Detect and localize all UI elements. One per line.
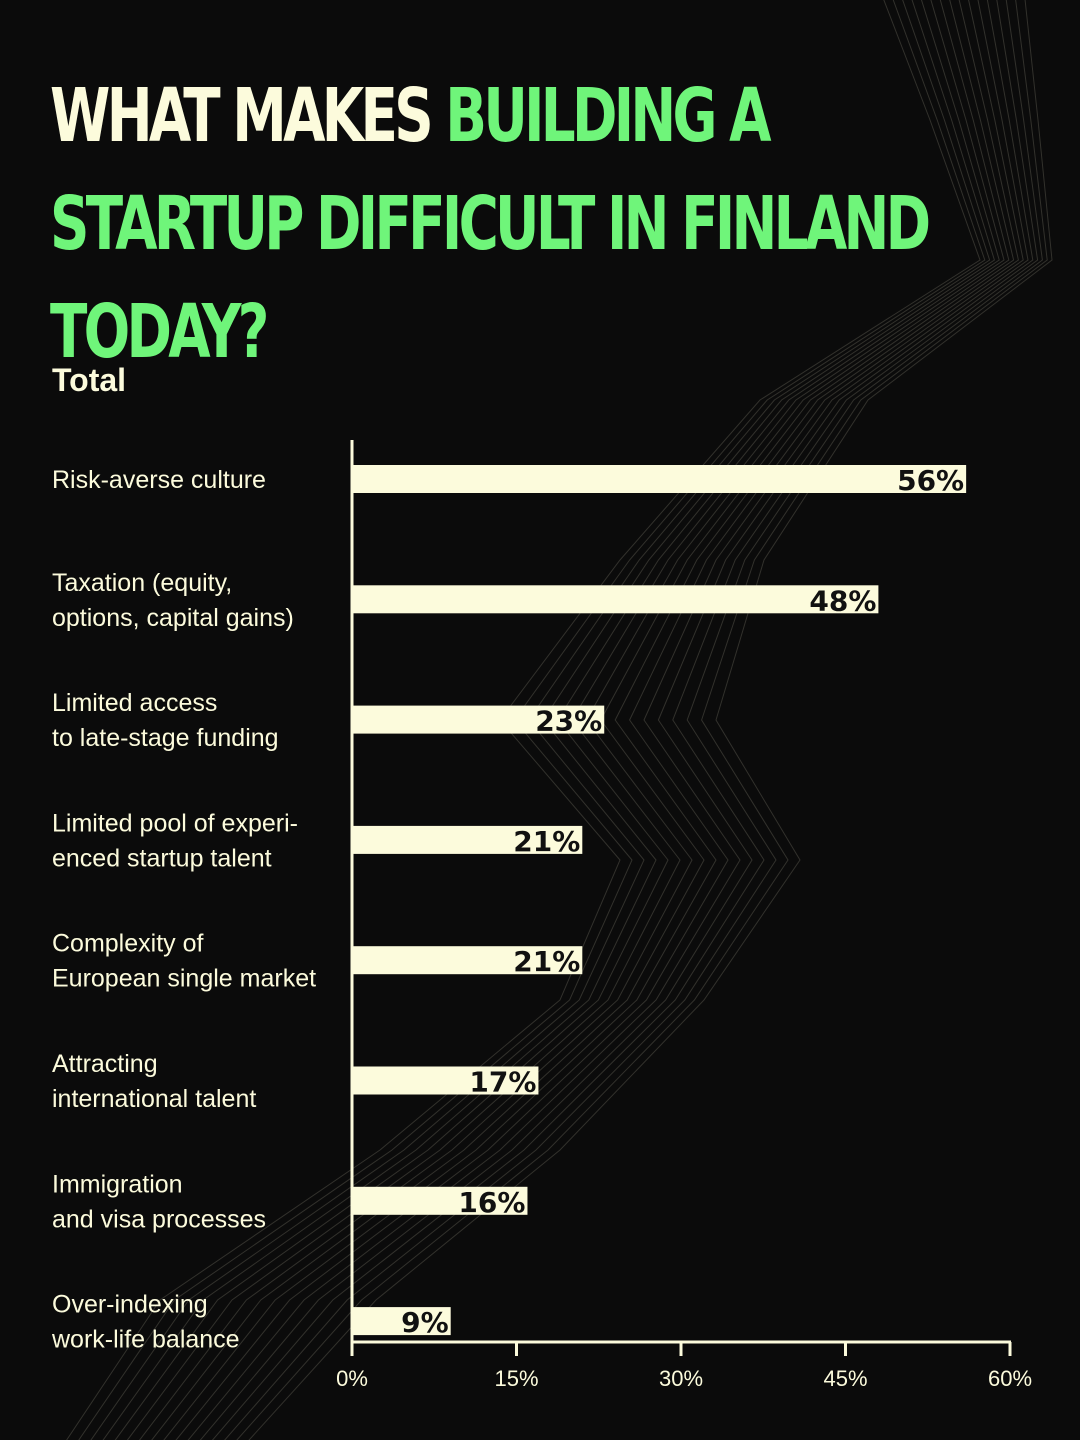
category-label: Immigration bbox=[52, 1170, 183, 1198]
category-label: European single market bbox=[52, 965, 316, 993]
category-label: enced startup talent bbox=[52, 844, 272, 872]
bar-value-label: 21% bbox=[513, 825, 580, 858]
bar bbox=[352, 705, 605, 734]
title-part-1: WHAT MAKES bbox=[50, 73, 446, 159]
bar bbox=[352, 946, 583, 975]
bar-value-label: 48% bbox=[809, 584, 876, 617]
category-label: Complexity of bbox=[52, 930, 203, 958]
bar bbox=[352, 1186, 528, 1215]
category-label: and visa processes bbox=[52, 1205, 266, 1233]
bar bbox=[352, 1307, 451, 1336]
category-label: to late-stage funding bbox=[52, 724, 279, 752]
bar-value-label: 23% bbox=[535, 705, 602, 738]
chart-subtitle: Total bbox=[52, 362, 127, 398]
x-tick-label: 0% bbox=[336, 1366, 368, 1391]
category-label: international talent bbox=[52, 1085, 256, 1113]
bar bbox=[352, 585, 879, 614]
bar-value-label: 17% bbox=[469, 1066, 536, 1099]
title-part-2-highlight: BUILDING A STARTUP DIFFICULT IN FINLAND … bbox=[50, 73, 931, 375]
category-label: Limited pool of experi- bbox=[52, 809, 298, 837]
bar-value-label: 56% bbox=[897, 464, 964, 497]
category-label: Attracting bbox=[52, 1050, 158, 1078]
category-label: Taxation (equity, bbox=[52, 569, 232, 597]
x-tick-label: 15% bbox=[494, 1366, 538, 1391]
page-title: WHAT MAKES BUILDING A STARTUP DIFFICULT … bbox=[50, 62, 1027, 386]
bar bbox=[352, 465, 967, 493]
bar-value-label: 16% bbox=[458, 1186, 525, 1219]
x-tick-label: 45% bbox=[823, 1366, 867, 1391]
x-tick-label: 60% bbox=[988, 1366, 1032, 1391]
bar bbox=[352, 1066, 539, 1095]
bar-value-label: 9% bbox=[401, 1306, 449, 1339]
category-label: Over-indexing bbox=[52, 1291, 208, 1319]
category-label: Risk-averse culture bbox=[52, 466, 266, 494]
x-tick-label: 30% bbox=[659, 1366, 703, 1391]
category-label: options, capital gains) bbox=[52, 604, 294, 632]
category-label: work-life balance bbox=[51, 1326, 240, 1354]
category-label: Limited access bbox=[52, 689, 217, 717]
bar-value-label: 21% bbox=[513, 945, 580, 978]
bar bbox=[352, 825, 583, 854]
